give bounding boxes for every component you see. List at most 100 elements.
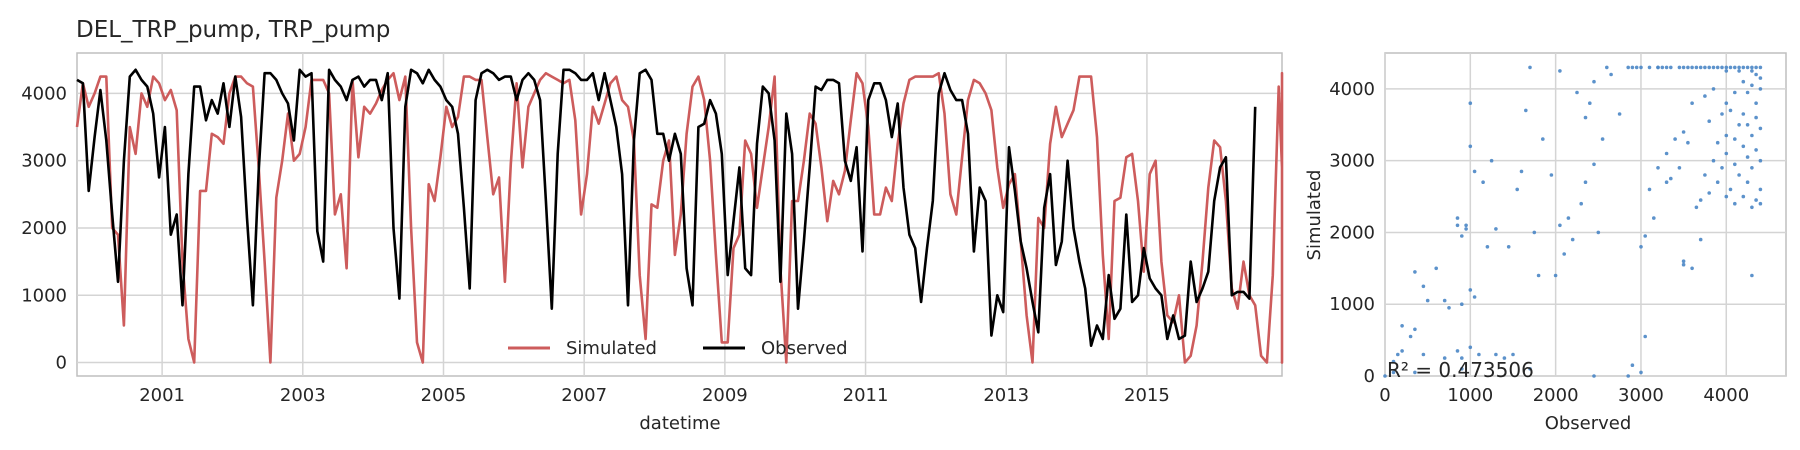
scatter-point	[1750, 83, 1754, 88]
scatter-point	[1391, 370, 1396, 375]
scatter-point	[1686, 65, 1690, 70]
scatter-point	[1728, 187, 1733, 192]
y-tick-label-0: 0	[56, 353, 67, 374]
scatter-point	[1724, 194, 1729, 199]
scatter-point	[1673, 137, 1677, 141]
scatter-point	[1460, 356, 1464, 360]
scatter-point	[1596, 230, 1601, 235]
series-line-simulated	[75, 71, 1284, 364]
x-tick-label-2005: 2005	[421, 385, 467, 406]
scatter-point	[1681, 262, 1686, 267]
scatter-point	[1494, 352, 1498, 357]
x-tick-label-2013: 2013	[983, 385, 1029, 406]
scatter-x-tick-label-0: 0	[1379, 385, 1390, 406]
scatter-y-tick-label-3000: 3000	[1329, 151, 1375, 172]
scatter-plot: 0 1000 2000 3000 4000 0 1000 2000 3000 4000 Obse…	[1304, 52, 1787, 434]
scatter-x-tick-label-3000: 3000	[1618, 385, 1664, 406]
scatter-point	[1455, 216, 1460, 220]
scatter-point	[1728, 65, 1733, 70]
scatter-point	[1477, 352, 1481, 357]
scatter-point	[1592, 374, 1596, 378]
scatter-point	[1737, 69, 1741, 73]
scatter-point	[1694, 65, 1699, 70]
x-tick-label-2015: 2015	[1124, 385, 1170, 406]
scatter-point	[1639, 370, 1643, 375]
legend-label-observed: Observed	[761, 338, 848, 359]
scatter-point	[1681, 259, 1686, 264]
scatter-point	[1528, 65, 1532, 70]
scatter-point	[1720, 65, 1724, 70]
scatter-point	[1421, 284, 1426, 289]
scatter-point	[1724, 133, 1729, 138]
scatter-point	[1464, 223, 1468, 228]
scatter-point	[1536, 273, 1541, 278]
timeseries-y-ticks: 0 1000 2000 3000 4000	[21, 83, 67, 373]
scatter-points	[1383, 65, 1763, 378]
scatter-point	[1472, 295, 1477, 299]
scatter-point	[1468, 144, 1473, 149]
scatter-point	[1703, 94, 1707, 98]
scatter-point	[1630, 363, 1635, 368]
scatter-point	[1592, 79, 1596, 84]
scatter-point	[1656, 65, 1660, 70]
scatter-point	[1579, 201, 1583, 206]
scatter-point	[1626, 65, 1630, 70]
scatter-point	[1690, 266, 1694, 271]
scatter-point	[1468, 345, 1473, 350]
x-tick-label-2001: 2001	[139, 385, 185, 406]
scatter-point	[1485, 245, 1490, 249]
scatter-point	[1681, 65, 1686, 70]
scatter-point	[1703, 65, 1707, 70]
scatter-x-axis-label: Observed	[1545, 413, 1632, 434]
scatter-point	[1669, 176, 1673, 181]
scatter-point	[1737, 173, 1741, 177]
scatter-point	[1758, 158, 1763, 163]
scatter-point	[1570, 237, 1575, 242]
scatter-point	[1468, 288, 1473, 292]
scatter-point	[1442, 356, 1447, 360]
scatter-point	[1707, 65, 1711, 70]
scatter-point	[1733, 201, 1737, 206]
scatter-point	[1664, 151, 1669, 156]
scatter-point	[1754, 72, 1758, 77]
scatter-point	[1733, 90, 1737, 95]
scatter-point	[1489, 158, 1494, 163]
scatter-point	[1400, 324, 1404, 328]
scatter-point	[1754, 115, 1758, 120]
scatter-point	[1750, 273, 1754, 278]
scatter-point	[1698, 237, 1703, 242]
scatter-point	[1588, 101, 1592, 105]
scatter-point	[1660, 65, 1665, 70]
scatter-point	[1605, 65, 1609, 70]
scatter-point	[1639, 245, 1643, 249]
timeseries-plot: 2001 2003 2005 2007 2009 2011 2013 2015 0 1000 20…	[21, 52, 1284, 434]
scatter-point	[1754, 198, 1758, 202]
scatter-point	[1652, 216, 1656, 220]
scatter-point	[1583, 180, 1588, 184]
scatter-x-tick-label-1000: 1000	[1447, 385, 1493, 406]
scatter-grid	[1384, 53, 1786, 377]
scatter-point	[1502, 356, 1507, 360]
scatter-point	[1758, 65, 1763, 70]
scatter-point	[1592, 162, 1596, 167]
scatter-point	[1434, 266, 1438, 271]
scatter-point	[1728, 108, 1733, 113]
scatter-point	[1754, 148, 1758, 152]
scatter-point	[1421, 352, 1426, 357]
scatter-point	[1447, 306, 1451, 310]
scatter-point	[1724, 65, 1729, 70]
scatter-point	[1690, 65, 1694, 70]
scatter-point	[1583, 115, 1588, 120]
scatter-point	[1724, 69, 1729, 73]
scatter-point	[1413, 327, 1417, 332]
scatter-point	[1741, 144, 1746, 149]
scatter-point	[1562, 252, 1566, 256]
scatter-point	[1711, 158, 1716, 163]
scatter-point	[1750, 65, 1754, 70]
scatter-y-axis-label: Simulated	[1304, 170, 1325, 261]
scatter-point	[1754, 101, 1758, 105]
y-tick-label-2000: 2000	[21, 218, 67, 239]
timeseries-legend: Simulated Observed	[508, 338, 848, 359]
scatter-point	[1643, 334, 1647, 339]
scatter-y-ticks: 0 1000 2000 3000 4000	[1329, 79, 1375, 387]
